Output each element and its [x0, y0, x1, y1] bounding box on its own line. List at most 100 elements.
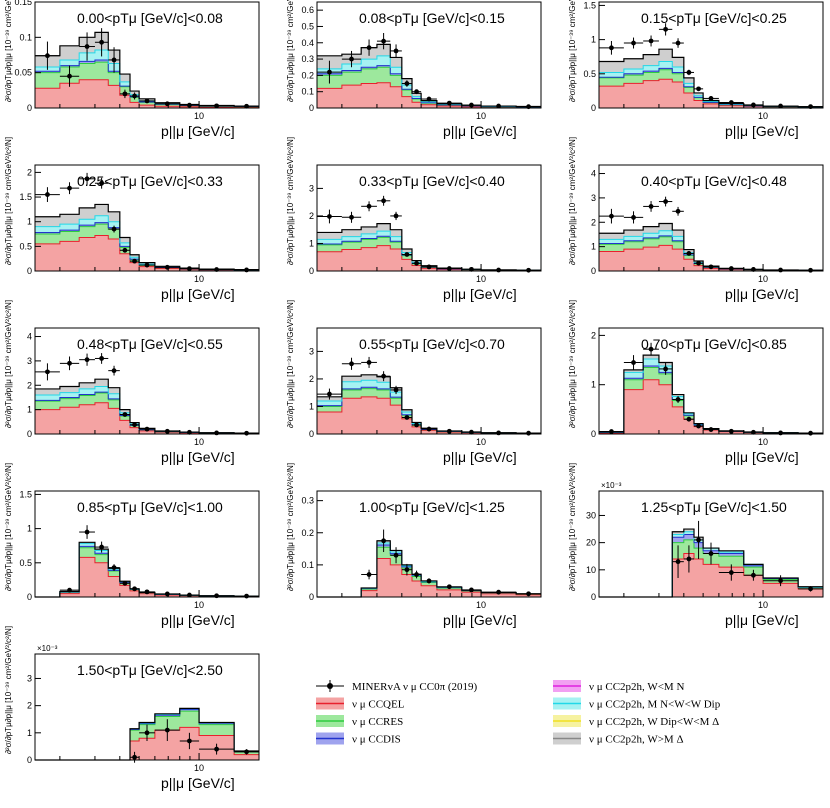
- y-tick-label: 0: [27, 103, 32, 113]
- data-point: [469, 587, 474, 593]
- y-tick-label: 2: [27, 701, 32, 711]
- data-point: [526, 430, 531, 436]
- data-point: [414, 89, 419, 95]
- y-tick-label: 0.4: [301, 38, 314, 48]
- x-tick-label: 10: [476, 437, 486, 447]
- data-point: [496, 589, 501, 595]
- y-tick-label: 0.3: [301, 496, 314, 506]
- y-tick-label: 0: [27, 592, 32, 602]
- y-tick-label: 0: [591, 429, 596, 439]
- data-point: [631, 40, 636, 46]
- panel-title: 0.15<pTμ [GeV/c]<0.25: [641, 10, 787, 26]
- data-point: [663, 199, 669, 204]
- y-tick-label: 0: [309, 103, 314, 113]
- data-point: [728, 570, 734, 575]
- data-point: [187, 266, 192, 272]
- y-tick-label: 0: [591, 592, 596, 602]
- panel-2: 0 0.1 0.2 0.3 0.4 0.5 0.6 10 0.08<pTμ [GeV/c]<0.…: [286, 0, 542, 139]
- stack-qe: [35, 79, 259, 108]
- frame: [34, 1, 260, 109]
- y-tick-label: 1: [27, 728, 32, 738]
- y-label: ∂²σ/∂pTμ∂p||μ [10⁻³⁹ cm²/GeV²/c²/N]: [568, 0, 577, 102]
- data-point: [663, 366, 669, 372]
- data-point: [686, 70, 692, 75]
- data-point: [414, 260, 419, 266]
- y-label: ∂²σ/∂pTμ∂p||μ [10⁻³⁹ cm²/GeV²/c²/N]: [286, 0, 295, 102]
- y-tick-label: 0.5: [19, 558, 32, 568]
- legend-entry: ν μ CC2p2h, W>M Δ: [553, 732, 684, 746]
- y-tick-label: 0.2: [301, 528, 314, 538]
- data-point: [164, 727, 170, 733]
- legend-label: ν μ CCDIS: [352, 734, 401, 746]
- panel-7: 0 1 2 3 4 10 0.48<pTμ [GeV/c]<0.55 p||μ [GeV/c]…: [4, 300, 260, 465]
- legend-label: ν μ CCRES: [352, 716, 403, 728]
- frame: [316, 164, 542, 272]
- y-exponent: ×10⁻³: [601, 481, 622, 490]
- y-tick-label: 0.5: [583, 69, 596, 79]
- panel-8: 0 1 2 3 10 0.55<pTμ [GeV/c]<0.70 p||μ [GeV/c] ∂…: [286, 300, 542, 465]
- x-label: p||μ [GeV/c]: [443, 612, 517, 628]
- data-point: [327, 391, 332, 397]
- data-point: [349, 56, 354, 62]
- data-point: [366, 572, 372, 577]
- data-point: [132, 422, 137, 428]
- x-tick-label: 10: [758, 274, 768, 284]
- stack-qe: [317, 245, 541, 271]
- y-tick-label: 0.2: [301, 70, 314, 80]
- data-point: [708, 551, 714, 556]
- data-point: [696, 86, 701, 92]
- data-point: [244, 267, 249, 273]
- y-tick-label: 1.5: [19, 192, 32, 202]
- data-point: [609, 213, 614, 219]
- y-label: ∂²σ/∂pTμ∂p||μ [10⁻³⁹ cm²/GeV²/c²/N]: [286, 463, 295, 591]
- data-point: [728, 100, 734, 105]
- data-point: [446, 428, 452, 434]
- stack-qe: [317, 558, 541, 597]
- data-point: [728, 428, 734, 434]
- data-point: [67, 587, 72, 593]
- data-point: [45, 192, 50, 197]
- data-point: [393, 387, 399, 393]
- x-label: p||μ [GeV/c]: [725, 612, 799, 628]
- data-point: [778, 430, 783, 436]
- data-point: [404, 415, 410, 420]
- data-point: [496, 267, 501, 273]
- panel-title: 0.40<pTμ [GeV/c]<0.48: [641, 173, 787, 189]
- frame: [34, 653, 260, 761]
- legend-label: ν μ CC2p2h, W Dip<W<M Δ: [589, 716, 719, 728]
- data-point: [164, 101, 170, 107]
- data-point: [675, 397, 681, 402]
- y-label: ∂²σ/∂pTμ∂p||μ [10⁻³⁹ cm²/GeV²/c²/N]: [568, 300, 577, 428]
- x-label: p||μ [GeV/c]: [725, 449, 799, 465]
- data-point: [132, 586, 137, 592]
- data-point: [84, 176, 90, 182]
- data-point: [144, 589, 150, 595]
- y-label: ∂²σ/∂pTμ∂p||μ [10⁻³⁹ cm²/GeV²/c²/N]: [286, 137, 295, 265]
- data-point: [686, 556, 692, 562]
- data-point: [164, 591, 170, 597]
- panel-title: 0.48<pTμ [GeV/c]<0.55: [77, 336, 223, 352]
- y-exponent: ×10⁻³: [37, 644, 58, 653]
- frame: [34, 164, 260, 272]
- data-point: [426, 96, 432, 102]
- y-tick-label: 3: [309, 183, 314, 193]
- data-point: [686, 251, 692, 256]
- legend-entry: ν μ CCRES: [316, 715, 403, 728]
- frame: [316, 1, 542, 109]
- frame: [598, 1, 824, 109]
- data-point: [144, 426, 150, 432]
- data-point: [45, 369, 50, 375]
- data-point: [67, 185, 72, 191]
- data-point: [648, 346, 654, 352]
- data-point: [808, 430, 813, 436]
- data-point: [84, 529, 90, 535]
- x-tick-label: 10: [758, 437, 768, 447]
- y-label: ∂²σ/∂pTμ∂p||μ [10⁻³⁹ cm²/GeV²/c²/N]: [4, 0, 13, 102]
- data-point: [84, 357, 90, 363]
- y-tick-label: 1: [591, 242, 596, 252]
- x-tick-label: 10: [758, 600, 768, 610]
- panel-4: 0 0.5 1 1.5 2 10 0.25<pTμ [GeV/c]<0.33 p||μ [Ge…: [4, 137, 260, 302]
- y-label: ∂²σ/∂pTμ∂p||μ [10⁻³⁹ cm²/GeV²/c²/N]: [4, 626, 13, 754]
- data-point: [349, 361, 354, 367]
- x-tick-label: 10: [194, 437, 204, 447]
